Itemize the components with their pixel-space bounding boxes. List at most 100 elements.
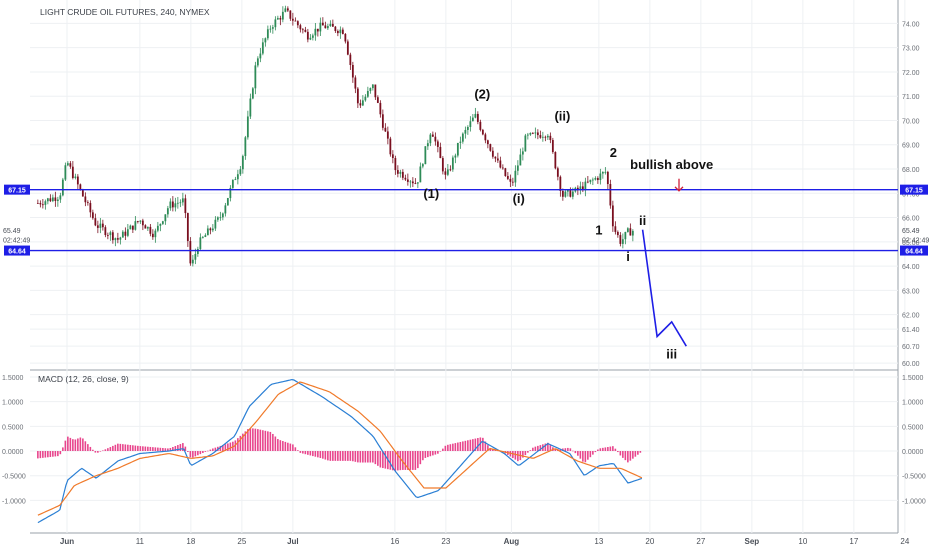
macd-histogram-bar [627, 451, 629, 463]
candle-body [559, 176, 562, 191]
candle-body [199, 237, 202, 249]
macd-histogram-bar [547, 442, 549, 451]
candle-body [189, 241, 192, 264]
macd-histogram-bar [254, 428, 257, 451]
candle-body [469, 121, 472, 128]
macd-histogram-bar [127, 444, 129, 451]
macd-histogram-bar [487, 445, 489, 451]
candle-body [449, 169, 452, 171]
candle-body [581, 186, 584, 191]
level-tag-left-text: 64.64 [8, 249, 26, 256]
macd-histogram-bar [209, 449, 212, 451]
candle-body [271, 27, 274, 29]
candle-body [511, 181, 514, 183]
candle-body [596, 178, 599, 181]
candle-body [284, 8, 287, 12]
price-tick-label: 60.00 [902, 361, 920, 368]
price-tick-label: 73.00 [902, 46, 920, 53]
price-tick-label: 72.00 [902, 70, 920, 77]
macd-histogram-bar [187, 451, 189, 452]
macd-histogram-bar [394, 451, 397, 471]
macd-histogram-bar [224, 444, 227, 451]
candle-body [134, 221, 137, 230]
candle-body [479, 121, 482, 130]
macd-histogram-bar [77, 438, 79, 451]
macd-histogram-bar [214, 447, 217, 451]
macd-histogram-bar [534, 446, 537, 451]
macd-histogram-bar [354, 451, 357, 462]
macd-histogram-bar [272, 433, 274, 451]
macd-histogram-bar [319, 451, 322, 458]
macd-tick-label: 1.5000 [902, 375, 924, 382]
candle-body [411, 181, 414, 184]
candle-body [224, 205, 227, 214]
candle-body [171, 201, 174, 208]
candle-body [234, 179, 237, 181]
macd-histogram-bar [339, 451, 342, 461]
macd-histogram-bar [102, 450, 104, 452]
macd-histogram-bar [107, 448, 109, 451]
candle-body [144, 225, 147, 229]
candle-body [299, 25, 302, 30]
candle-body [324, 25, 327, 29]
macd-histogram-bar [582, 451, 584, 462]
candle-body [159, 223, 162, 226]
macd-histogram-bar [549, 445, 552, 451]
macd-histogram-bar [342, 451, 344, 461]
macd-histogram-bar [577, 451, 579, 456]
macd-histogram-bar [162, 448, 164, 451]
macd-histogram-bar [412, 451, 414, 470]
time-tick-label: 27 [696, 537, 705, 546]
candle-body [474, 113, 477, 118]
macd-histogram-bar [537, 445, 539, 451]
macd-histogram-bar [182, 443, 184, 451]
time-tick-label: 13 [594, 537, 603, 546]
candle-body [79, 184, 82, 190]
macd-histogram-bar [359, 451, 362, 463]
level-tag-left [4, 245, 30, 256]
macd-histogram-bar [99, 451, 102, 452]
candle-body [361, 100, 364, 106]
candle-body [546, 135, 549, 138]
candle-body [111, 232, 114, 241]
macd-histogram-bar [222, 445, 224, 451]
macd-histogram-bar [284, 441, 287, 451]
candle-body [161, 221, 164, 224]
macd-histogram-bar [447, 444, 449, 451]
time-tick-label: Aug [504, 537, 520, 546]
macd-histogram-bar [212, 448, 214, 451]
signal-line [37, 381, 643, 516]
level-tag-right-text: 64.64 [905, 249, 923, 256]
macd-histogram-bar [62, 447, 64, 451]
candle-body [289, 10, 292, 19]
candle-body [81, 189, 84, 197]
candle-body [344, 33, 347, 42]
candle-body [496, 158, 499, 161]
candle-body [414, 183, 417, 185]
candle-body [314, 28, 317, 36]
candle-body [114, 238, 117, 241]
time-tick-label: 23 [441, 537, 450, 546]
candle-body [429, 134, 432, 144]
macd-histogram-bar [362, 451, 364, 463]
macd-histogram-bar [174, 446, 177, 451]
macd-histogram-bar [402, 451, 404, 470]
macd-histogram-bar [634, 451, 637, 457]
macd-tick-label-left: 1.0000 [2, 400, 24, 407]
candle-body [624, 231, 627, 240]
price-tick-label: 66.00 [902, 216, 920, 223]
macd-histogram-bar [147, 446, 149, 451]
macd-histogram-bar [327, 451, 329, 461]
macd-histogram-bar [207, 450, 209, 452]
macd-histogram-bar [332, 451, 334, 461]
candle-body [331, 23, 334, 27]
macd-histogram-bar [424, 451, 427, 458]
candle-body [39, 203, 42, 205]
macd-histogram-bar [372, 451, 374, 463]
candle-body [421, 164, 424, 167]
macd-histogram-bar [477, 438, 479, 451]
time-tick-label: 18 [186, 537, 195, 546]
candle-body [179, 202, 182, 204]
